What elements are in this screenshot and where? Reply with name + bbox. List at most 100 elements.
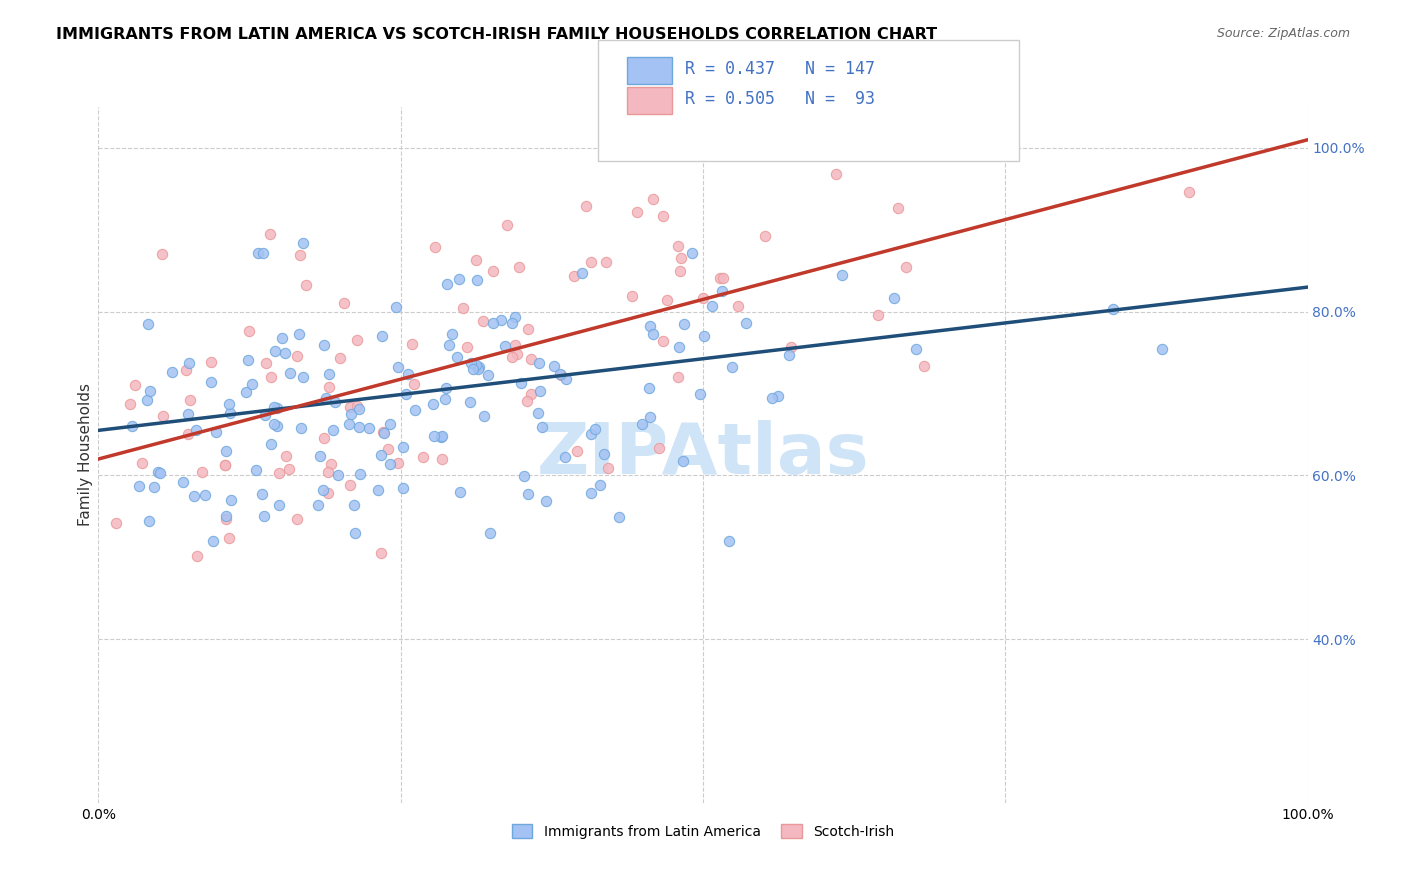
Scotch-Irish xyxy=(276,449,298,463)
Immigrants from Latin America xyxy=(344,526,367,541)
Immigrants from Latin America xyxy=(529,384,551,398)
Immigrants from Latin America xyxy=(491,313,513,327)
Immigrants from Latin America xyxy=(449,484,471,499)
Immigrants from Latin America xyxy=(394,387,416,401)
Scotch-Irish xyxy=(508,260,530,275)
Immigrants from Latin America xyxy=(202,534,225,549)
Immigrants from Latin America xyxy=(260,437,283,451)
Scotch-Irish xyxy=(711,270,734,285)
Immigrants from Latin America xyxy=(396,368,419,382)
Immigrants from Latin America xyxy=(472,409,495,424)
Scotch-Irish xyxy=(516,394,538,409)
Immigrants from Latin America xyxy=(446,350,468,364)
Immigrants from Latin America xyxy=(312,338,335,352)
Immigrants from Latin America xyxy=(778,348,800,362)
Scotch-Irish xyxy=(643,193,665,207)
Immigrants from Latin America xyxy=(465,358,488,372)
Immigrants from Latin America xyxy=(501,316,523,330)
Scotch-Irish xyxy=(179,392,201,407)
Scotch-Irish xyxy=(254,356,277,370)
Scotch-Irish xyxy=(316,465,339,479)
Immigrants from Latin America xyxy=(631,417,654,432)
Immigrants from Latin America xyxy=(142,480,165,494)
Immigrants from Latin America xyxy=(689,387,711,401)
Immigrants from Latin America xyxy=(318,368,340,382)
Immigrants from Latin America xyxy=(292,236,315,251)
Immigrants from Latin America xyxy=(370,449,392,463)
Immigrants from Latin America xyxy=(494,339,516,353)
Scotch-Irish xyxy=(621,289,644,303)
Scotch-Irish xyxy=(879,125,901,139)
Immigrants from Latin America xyxy=(433,392,456,407)
Immigrants from Latin America xyxy=(138,384,160,399)
Immigrants from Latin America xyxy=(1102,301,1125,316)
Immigrants from Latin America xyxy=(179,356,201,370)
Scotch-Irish xyxy=(575,199,598,213)
Scotch-Irish xyxy=(131,456,153,470)
Immigrants from Latin America xyxy=(240,376,263,391)
Text: Source: ZipAtlas.com: Source: ZipAtlas.com xyxy=(1216,27,1350,40)
Scotch-Irish xyxy=(218,531,240,545)
Immigrants from Latin America xyxy=(510,376,533,390)
Scotch-Irish xyxy=(451,301,474,315)
Scotch-Irish xyxy=(501,350,523,364)
Scotch-Irish xyxy=(214,458,236,472)
Immigrants from Latin America xyxy=(702,299,724,313)
Immigrants from Latin America xyxy=(583,422,606,436)
Immigrants from Latin America xyxy=(441,327,464,342)
Scotch-Irish xyxy=(1178,186,1201,200)
Scotch-Irish xyxy=(520,352,543,367)
Scotch-Irish xyxy=(495,218,517,232)
Immigrants from Latin America xyxy=(513,468,536,483)
Scotch-Irish xyxy=(377,442,399,457)
Scotch-Irish xyxy=(412,450,434,465)
Scotch-Irish xyxy=(312,431,335,445)
Immigrants from Latin America xyxy=(291,370,314,384)
Immigrants from Latin America xyxy=(681,246,703,260)
Scotch-Irish xyxy=(887,202,910,216)
Immigrants from Latin America xyxy=(205,425,228,439)
Immigrants from Latin America xyxy=(263,344,285,359)
Scotch-Irish xyxy=(150,246,173,260)
Immigrants from Latin America xyxy=(638,381,661,395)
Scotch-Irish xyxy=(550,368,572,383)
Immigrants from Latin America xyxy=(527,406,550,420)
Scotch-Irish xyxy=(520,387,543,401)
Scotch-Irish xyxy=(503,338,526,352)
Immigrants from Latin America xyxy=(349,402,371,417)
Immigrants from Latin America xyxy=(252,508,274,523)
Immigrants from Latin America xyxy=(121,418,143,433)
Immigrants from Latin America xyxy=(517,487,540,501)
Immigrants from Latin America xyxy=(235,384,257,399)
Scotch-Irish xyxy=(517,322,540,336)
Scotch-Irish xyxy=(626,205,648,219)
Immigrants from Latin America xyxy=(149,467,172,481)
Immigrants from Latin America xyxy=(263,401,285,415)
Scotch-Irish xyxy=(174,363,197,377)
Immigrants from Latin America xyxy=(436,277,458,292)
Immigrants from Latin America xyxy=(530,419,553,434)
Immigrants from Latin America xyxy=(693,329,716,343)
Scotch-Irish xyxy=(200,355,222,369)
Immigrants from Latin America xyxy=(461,361,484,376)
Immigrants from Latin America xyxy=(263,417,285,431)
Scotch-Irish xyxy=(430,451,453,466)
Immigrants from Latin America xyxy=(638,319,661,334)
Scotch-Irish xyxy=(648,442,671,456)
Immigrants from Latin America xyxy=(271,331,294,345)
Legend: Immigrants from Latin America, Scotch-Irish: Immigrants from Latin America, Scotch-Ir… xyxy=(506,819,900,845)
Immigrants from Latin America xyxy=(326,467,349,482)
Immigrants from Latin America xyxy=(250,487,273,501)
Immigrants from Latin America xyxy=(219,406,242,420)
Scotch-Irish xyxy=(565,444,588,458)
Immigrants from Latin America xyxy=(357,420,380,434)
Immigrants from Latin America xyxy=(378,457,401,471)
Scotch-Irish xyxy=(456,340,478,354)
Immigrants from Latin America xyxy=(312,483,335,497)
Immigrants from Latin America xyxy=(548,367,571,381)
Immigrants from Latin America xyxy=(252,246,274,260)
Scotch-Irish xyxy=(318,380,340,394)
Y-axis label: Family Households: Family Households xyxy=(77,384,93,526)
Immigrants from Latin America xyxy=(579,485,602,500)
Immigrants from Latin America xyxy=(1152,342,1174,356)
